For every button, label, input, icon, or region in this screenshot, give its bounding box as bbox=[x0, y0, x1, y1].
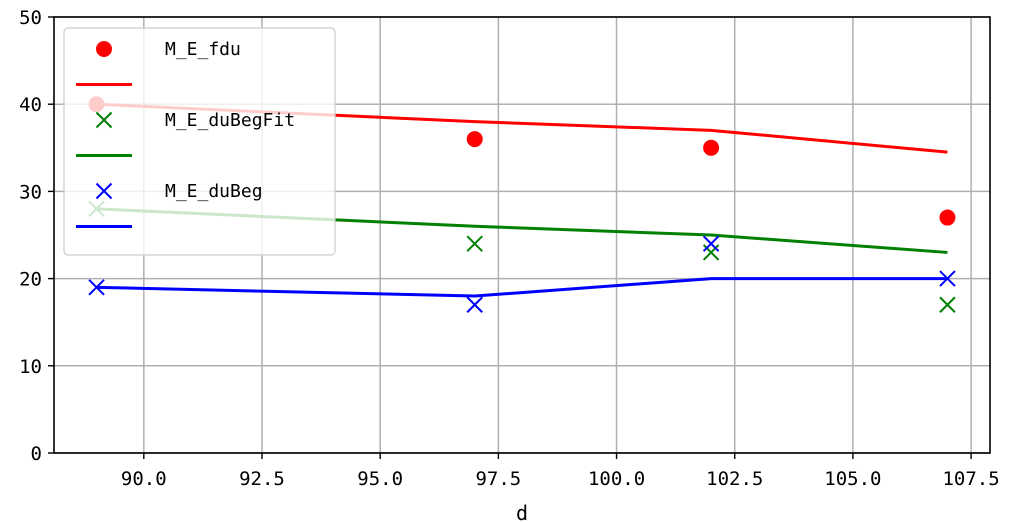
series-line bbox=[96, 277, 948, 298]
legend-marker-swatch bbox=[96, 41, 112, 57]
data-point bbox=[466, 235, 483, 252]
y-tick-label: 50 bbox=[19, 7, 42, 29]
x-tick-label: 102.5 bbox=[706, 468, 763, 490]
legend-label: M_E_duBegFit bbox=[165, 110, 295, 131]
data-point bbox=[466, 296, 483, 313]
x-marker-stroke bbox=[466, 235, 483, 252]
y-ticks: 0 10 20 30 40 50 bbox=[19, 7, 54, 465]
x-tick-label: 105.0 bbox=[824, 468, 881, 490]
data-point bbox=[703, 139, 720, 156]
y-tick-label: 10 bbox=[19, 356, 42, 378]
x-tick-label: 100.0 bbox=[588, 468, 645, 490]
x-marker-stroke bbox=[466, 296, 483, 313]
legend: M_E_fdu M_E_duBegFit M_E_duBeg bbox=[63, 27, 336, 256]
data-point bbox=[939, 209, 956, 226]
x-marker-stroke bbox=[95, 111, 113, 129]
x-tick-label: 95.0 bbox=[357, 468, 403, 490]
x-marker-stroke bbox=[702, 235, 720, 252]
y-tick-label: 0 bbox=[31, 443, 42, 465]
series-5 bbox=[96, 277, 948, 298]
y-tick-label: 20 bbox=[19, 269, 42, 291]
x-tick-label: 90.0 bbox=[121, 468, 167, 490]
x-axis-label: d bbox=[516, 501, 528, 522]
x-marker-stroke bbox=[939, 296, 956, 313]
legend-label: M_E_duBeg bbox=[165, 181, 263, 202]
x-marker-stroke bbox=[95, 182, 113, 200]
y-tick-label: 30 bbox=[19, 181, 42, 203]
legend-marker-swatch bbox=[95, 182, 113, 200]
legend-marker-swatch bbox=[95, 111, 113, 129]
data-point bbox=[466, 131, 483, 148]
x-tick-label: 92.5 bbox=[239, 468, 285, 490]
x-ticks: 90.0 92.5 95.0 97.5 100.0 102.5 105.0 107.5 bbox=[121, 453, 1000, 490]
plot-frame bbox=[53, 16, 991, 454]
x-tick-label: 107.5 bbox=[942, 468, 999, 490]
data-point bbox=[939, 296, 956, 313]
data-point bbox=[702, 235, 720, 252]
legend-box bbox=[63, 27, 336, 256]
legend-label: M_E_fdu bbox=[165, 39, 241, 60]
x-tick-label: 97.5 bbox=[475, 468, 521, 490]
y-tick-label: 40 bbox=[19, 94, 42, 116]
